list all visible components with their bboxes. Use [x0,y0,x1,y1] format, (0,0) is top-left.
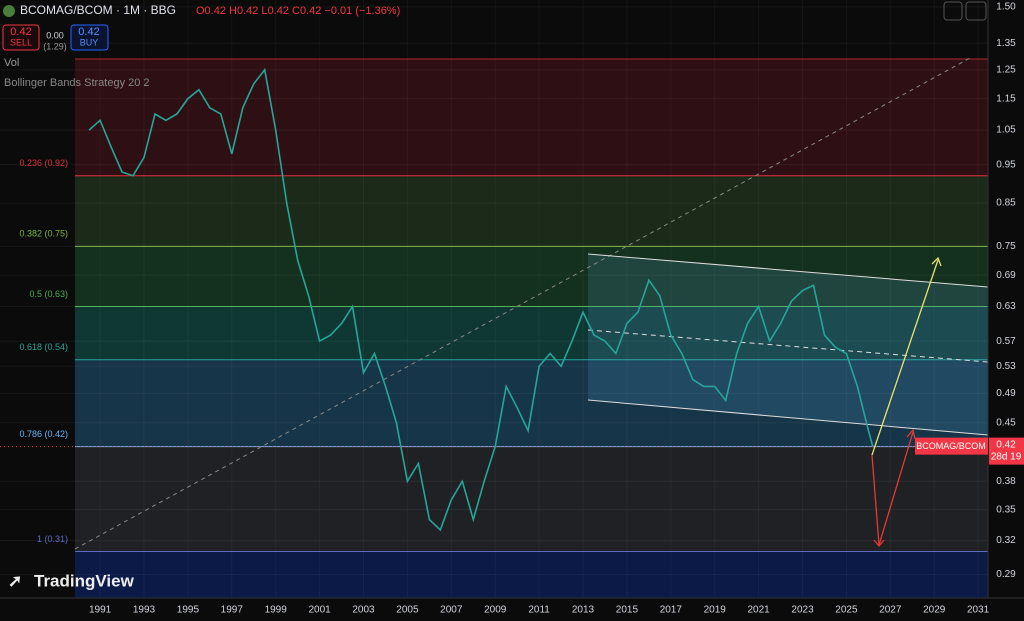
y-tick-label: 0.57 [996,336,1016,347]
fib-zone [75,58,988,176]
fib-zone [75,551,988,598]
x-tick-label: 1991 [89,605,112,616]
symbol[interactable]: BCOMAG/BCOM · 1M · BBG [20,3,176,17]
y-tick-label: 0.35 [996,504,1016,515]
symbol-icon [3,5,15,17]
axes: 1.50 1.35 1.25 1.15 1.05 0.95 0.85 0.75 0.69 0.63… [89,1,1024,616]
x-tick-label: 2017 [660,605,683,616]
countdown: 28d 19 [991,451,1022,462]
y-tick-label: 0.53 [996,361,1016,372]
x-tick-label: 2013 [572,605,595,616]
symbol-tag [915,437,988,455]
fib-label: 0.618 (0.54) [19,342,68,352]
volume-label: Vol [4,57,19,69]
buy-button[interactable] [70,24,109,51]
y-tick-label: 0.75 [996,241,1016,252]
x-tick-label: 2023 [791,605,814,616]
fib-zone [75,306,988,360]
x-tick-label: 2011 [528,605,550,616]
buy-label: BUY [80,37,99,47]
arrow-up [871,256,942,456]
x-tick-label: 2027 [879,605,902,616]
channel-bottom [587,399,989,436]
spread: 0.00 [46,30,64,40]
channel-fill [588,254,988,435]
channel-mid [587,329,989,363]
y-tick-label: 1.15 [996,93,1016,104]
y-tick-label: 1.50 [996,1,1016,12]
x-tick-label: 2003 [352,605,375,616]
x-tick-label: 1997 [221,605,244,616]
fib-label: 0.5 (0.63) [29,289,68,299]
x-tick-label: 2015 [616,605,639,616]
fib-zone [75,246,988,307]
trend-line [74,57,971,550]
y-tick-label: 0.85 [996,198,1016,209]
ohlc: O0.42 H0.42 L0.42 C0.42 −0.01 (−1.36%) [196,5,400,17]
fib-label: 0.382 (0.75) [19,229,68,239]
y-tick-label: 0.49 [996,388,1016,399]
last-price-tag [989,437,1024,465]
fib-label: 1 (0.31) [37,534,68,544]
x-tick-label: 2021 [747,605,770,616]
x-tick-label: 2005 [396,605,419,616]
y-tick-label: 0.32 [996,535,1016,546]
fib-zone [75,175,988,247]
x-tick-label: 2029 [923,605,946,616]
fib-zone [75,359,988,447]
up-button[interactable] [943,1,963,21]
last-price: 0.42 [996,439,1016,450]
y-tick-label: 0.95 [996,159,1016,170]
y-tick-label: 0.69 [996,270,1016,281]
y-tick-label: 1.35 [996,38,1016,49]
grid [0,6,988,576]
sell-label: SELL [10,37,32,47]
indicator-label: Bollinger Bands Strategy 20 2 [4,77,150,89]
x-tick-label: 1999 [265,605,288,616]
price-line [88,67,874,532]
x-tick-label: 2009 [484,605,507,616]
x-tick-label: 2019 [704,605,727,616]
fib-label: 0.236 (0.92) [19,158,68,168]
y-tick-label: 0.45 [996,417,1016,428]
x-tick-label: 2031 [967,605,990,616]
fullscreen-button[interactable] [965,1,987,21]
fib-zone [75,446,988,552]
x-tick-label: 2025 [835,605,858,616]
y-tick-label: 1.25 [996,64,1016,75]
y-tick-label: 1.05 [996,125,1016,136]
x-tick-label: 2001 [308,605,331,616]
sell-button[interactable] [2,24,40,51]
y-tick-label: 0.29 [996,569,1016,580]
sell-price: 0.42 [10,26,31,38]
logo-mark: ➚ [8,571,22,590]
y-tick-label: 0.63 [996,301,1016,312]
buy-price: 0.42 [78,26,99,38]
plot [0,67,988,532]
arrow-down-up [871,428,916,548]
x-tick-label: 1995 [177,605,200,616]
fib-zones: 0.236 (0.92) 0.382 (0.75) 0.5 (0.63) 0.618 … [19,58,988,598]
channel-top [587,253,989,288]
y-tick-label: 0.38 [996,476,1016,487]
symbol-tag-label: BCOMAG/BCOM [916,441,986,451]
x-tick-label: 1993 [133,605,156,616]
fib-top-label: (1.29) [43,41,67,51]
fib-label: 0.786 (0.42) [19,429,68,439]
x-tick-label: 2007 [440,605,463,616]
logo: TradingView [34,571,135,590]
